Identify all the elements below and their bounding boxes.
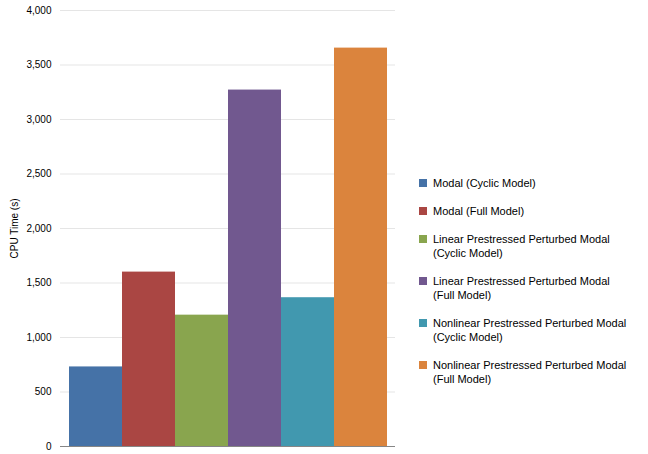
html-text:Nonlinear Prestressed Perturbe: Nonlinear Prestressed Perturbed Modal (C… (433, 317, 627, 343)
svg-text:CPU Time (s): CPU Time (s) (9, 199, 20, 259)
html-text:Modal (Full Model): Modal (Full Model) (433, 205, 525, 217)
svg-text:4,000: 4,000 (26, 5, 51, 16)
html-text:Linear Prestressed Perturbed M: Linear Prestressed Perturbed Modal (Cycl… (433, 233, 610, 259)
svg-text:2,500: 2,500 (26, 168, 51, 179)
svg-text:1,000: 1,000 (26, 332, 51, 343)
svg-text:500: 500 (35, 386, 52, 397)
svg-text:2,000: 2,000 (26, 223, 51, 234)
html-text:Linear Prestressed Perturbed M: Linear Prestressed Perturbed Modal (Full… (433, 275, 610, 301)
html-text:Modal (Cyclic Model): Modal (Cyclic Model) (433, 177, 536, 189)
svg-text:3,500: 3,500 (26, 59, 51, 70)
svg-text:0: 0 (46, 441, 52, 452)
svg-text:1,500: 1,500 (26, 277, 51, 288)
html-text:Nonlinear Prestressed Perturbe: Nonlinear Prestressed Perturbed Modal (F… (433, 359, 627, 385)
svg-text:3,000: 3,000 (26, 114, 51, 125)
